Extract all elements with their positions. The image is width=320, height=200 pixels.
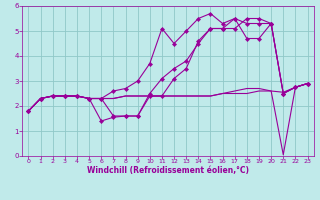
X-axis label: Windchill (Refroidissement éolien,°C): Windchill (Refroidissement éolien,°C) bbox=[87, 166, 249, 175]
